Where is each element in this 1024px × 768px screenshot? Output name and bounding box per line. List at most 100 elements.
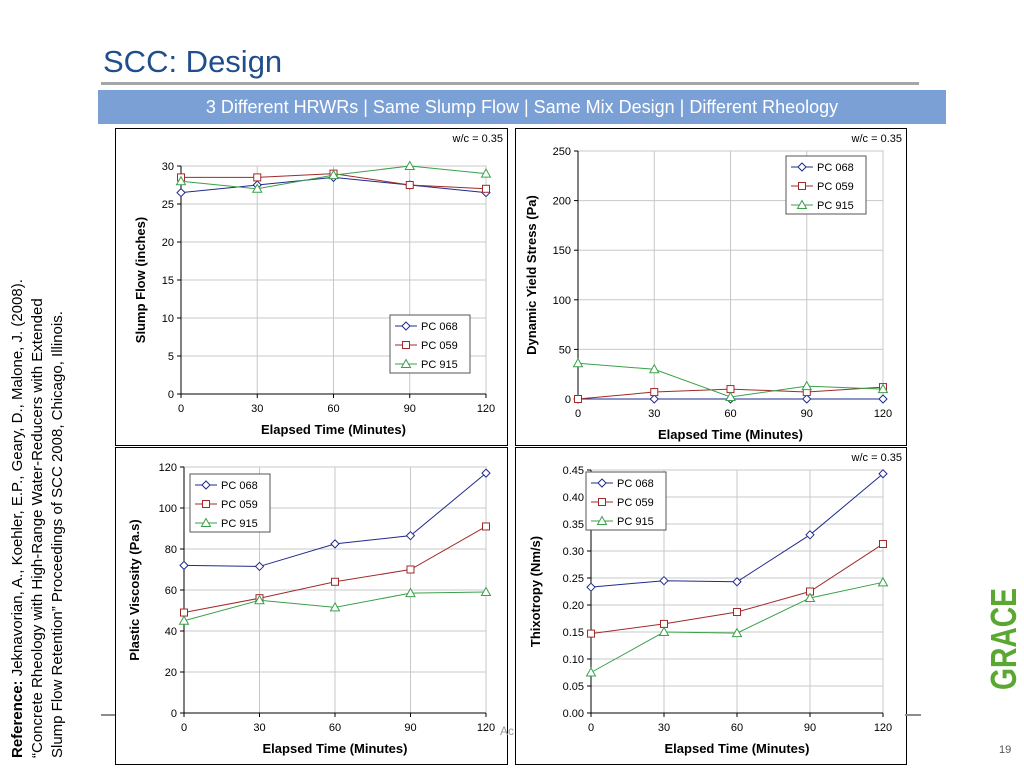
reference-citation: Reference: Jeknavorian, A., Koehler, E.P… — [8, 198, 68, 758]
square-marker — [180, 608, 188, 617]
diamond-marker — [802, 394, 812, 404]
triangle-marker — [658, 626, 670, 636]
footer-rule-left — [101, 714, 115, 716]
triangle-marker — [796, 199, 808, 209]
square-marker — [406, 565, 415, 574]
x-tick-label: 60 — [724, 408, 736, 420]
triangle-marker — [329, 601, 341, 612]
y-tick-label: 20 — [162, 237, 174, 249]
slide-title: SCC: Design — [103, 44, 283, 79]
x-tick-label: 60 — [731, 722, 743, 734]
legend-label: PC 068 — [221, 480, 258, 492]
square-marker — [650, 388, 659, 397]
square-marker — [660, 619, 668, 628]
y-tick-label: 120 — [159, 462, 177, 474]
wc-annotation: w/c = 0.35 — [452, 133, 503, 145]
y-tick-label: 100 — [553, 295, 571, 307]
triangle-marker — [405, 587, 416, 598]
legend-label: PC 068 — [617, 478, 654, 490]
y-tick-label: 60 — [165, 585, 177, 597]
diamond-marker — [481, 468, 491, 478]
x-tick-label: 90 — [404, 403, 416, 415]
svg-text:GRACE: GRACE — [984, 588, 1024, 690]
square-marker — [253, 173, 262, 182]
diamond-marker — [732, 577, 742, 587]
y-tick-label: 0.40 — [563, 492, 584, 504]
diamond-marker — [805, 530, 815, 540]
triangle-marker — [254, 594, 265, 605]
legend-label: PC 915 — [221, 518, 258, 530]
x-tick-label: 60 — [327, 403, 339, 415]
y-tick-label: 30 — [162, 161, 174, 173]
footer-rule-right — [905, 714, 921, 716]
legend-label: PC 059 — [221, 499, 258, 511]
y-tick-label: 100 — [159, 503, 177, 515]
legend-label: PC 915 — [617, 516, 654, 528]
triangle-marker — [480, 586, 492, 597]
square-marker — [482, 184, 490, 193]
y-tick-label: 200 — [553, 196, 571, 208]
y-tick-label: 0.10 — [563, 654, 584, 666]
x-tick-label: 90 — [801, 408, 813, 420]
triangle-marker — [404, 160, 416, 170]
square-marker — [405, 181, 414, 189]
title-underline — [101, 82, 919, 85]
y-tick-label: 0 — [565, 394, 571, 406]
y-tick-label: 15 — [162, 275, 174, 287]
y-axis-label: Plastic Viscosity (Pa.s) — [127, 519, 142, 660]
triangle-marker — [804, 592, 816, 602]
diamond-marker — [201, 480, 211, 490]
x-tick-label: 30 — [251, 403, 263, 415]
square-marker — [574, 395, 582, 403]
y-tick-label: 25 — [162, 199, 174, 211]
y-tick-label: 0.30 — [563, 546, 584, 558]
triangle-marker — [328, 169, 339, 180]
legend-label: PC 059 — [817, 181, 854, 193]
triangle-marker — [877, 576, 889, 587]
yield-stress-chart: 0 50 100 150 200 250 0 30 60 90 120 Elapsed Time (M… — [515, 128, 907, 446]
x-tick-label: 120 — [477, 403, 495, 415]
subtitle-banner: 3 Different HRWRs | Same Slump Flow | Sa… — [98, 90, 946, 124]
wc-annotation: w/c = 0.35 — [851, 133, 902, 145]
thixotropy-chart: 0.00 0.05 0.10 0.15 0.20 0.25 0.30 0.35 0.40 0.45… — [515, 447, 907, 765]
wc-annotation: w/c = 0.35 — [851, 452, 902, 464]
triangle-marker — [585, 666, 597, 677]
diamond-marker — [878, 469, 888, 479]
diamond-marker — [254, 561, 265, 572]
triangle-marker — [596, 515, 608, 525]
legend-label: PC 068 — [421, 321, 458, 333]
triangle-marker — [400, 358, 412, 368]
x-axis-label: Elapsed Time (Minutes) — [263, 741, 408, 756]
legend-label: PC 059 — [421, 340, 458, 352]
y-tick-label: 5 — [168, 351, 174, 363]
chart-svg: 0 50 100 150 200 250 0 30 60 90 120 Elapsed Time (M… — [524, 133, 902, 442]
diamond-marker — [797, 162, 807, 172]
page-number: 19 — [999, 744, 1012, 756]
x-tick-label: 30 — [648, 408, 660, 420]
square-marker — [202, 500, 210, 508]
square-marker — [733, 608, 741, 617]
triangle-marker — [572, 357, 584, 368]
diamond-marker — [597, 478, 607, 488]
y-tick-label: 0.05 — [563, 681, 584, 693]
reference-label: Reference: — [9, 680, 26, 758]
triangle-marker — [725, 391, 736, 402]
square-marker — [331, 577, 339, 586]
triangle-marker — [251, 183, 263, 193]
triangle-marker — [877, 383, 889, 394]
y-tick-label: 250 — [553, 146, 571, 158]
y-tick-label: 80 — [165, 544, 177, 556]
x-tick-label: 0 — [588, 722, 594, 734]
y-tick-label: 150 — [553, 245, 571, 257]
square-marker — [879, 539, 887, 548]
grace-logo: GRACE — [984, 585, 1024, 695]
chart-svg: 0 20 40 60 80 100 120 0 30 60 90 120 Elapsed Time (M… — [127, 462, 495, 756]
square-marker — [798, 182, 806, 190]
legend-label: PC 915 — [817, 200, 854, 212]
x-tick-label: 120 — [477, 722, 495, 734]
diamond-marker — [176, 187, 186, 198]
y-tick-label: 0.15 — [563, 627, 584, 639]
obscured-footer-text: Ac — [500, 724, 515, 738]
square-marker — [402, 341, 410, 349]
y-axis-label: Dynamic Yield Stress (Pa) — [524, 195, 539, 355]
